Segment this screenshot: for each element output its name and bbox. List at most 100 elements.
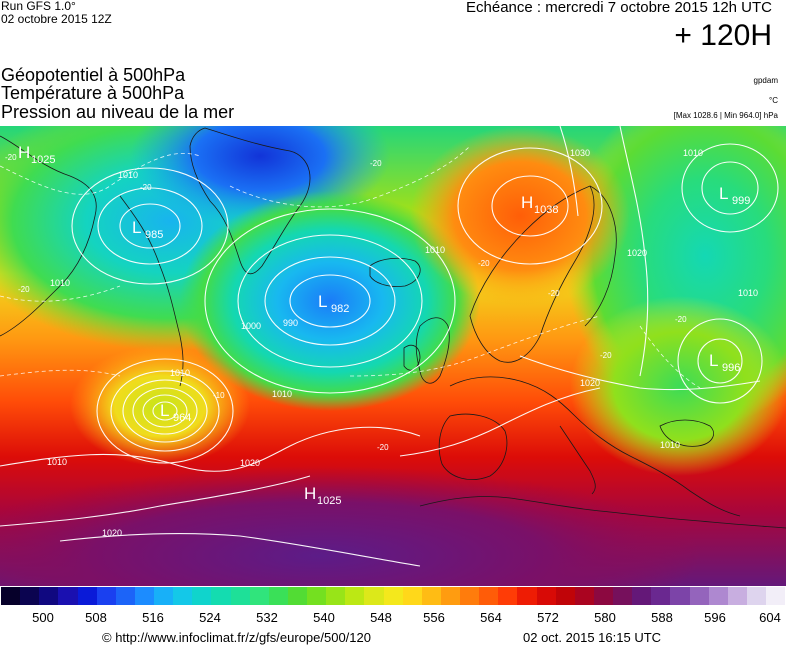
pressure-center-type: L	[318, 292, 327, 311]
color-scale-label: 508	[85, 610, 107, 625]
forecast-valid-time: Echéance : mercredi 7 octobre 2015 12h U…	[466, 0, 772, 16]
generation-date: 02 oct. 2015 16:15 UTC	[523, 630, 662, 645]
color-scale-swatch	[364, 587, 384, 605]
pressure-center-value: 1025	[317, 495, 341, 507]
temperature-label: -20	[675, 315, 687, 324]
field-subtropical	[0, 466, 700, 586]
color-scale-label: 548	[370, 610, 392, 625]
color-scale-swatch	[593, 587, 613, 605]
color-scale-swatch	[536, 587, 556, 605]
color-scale-label: 604	[759, 610, 781, 625]
isobar-label: 1020	[627, 248, 647, 258]
ireland-coast	[403, 344, 421, 371]
isobar-label: 1020	[240, 458, 260, 468]
parameter-temperature: Température à 500hPa	[1, 83, 185, 103]
weather-map: H 1025 L 985 L 982 H 1038 L 999 L 996 L …	[0, 126, 786, 586]
color-scale-swatch	[192, 587, 212, 605]
field-ridge	[410, 126, 630, 306]
color-scale-swatch	[1, 587, 21, 605]
color-scale-swatch	[460, 587, 480, 605]
color-scale-swatch	[230, 587, 250, 605]
greenland-coast	[189, 127, 311, 275]
color-scale-swatch	[421, 587, 441, 605]
field-low-982	[180, 191, 480, 411]
isobar-label: 1010	[47, 457, 67, 467]
pressure-center-type: L	[709, 351, 718, 370]
color-scale-bar	[1, 587, 786, 605]
pressure-center-value: 996	[722, 362, 740, 374]
isobar-label: 990	[283, 318, 298, 328]
color-scale-swatch	[326, 587, 346, 605]
pressure-centers: H 1025 L 985 L 982 H 1038 L 999 L 996 L …	[18, 143, 750, 507]
temperature-label: -20	[18, 285, 30, 294]
isobar-label: 1010	[118, 170, 138, 180]
color-scale-swatch	[670, 587, 690, 605]
color-scale-label: 532	[256, 610, 278, 625]
africa-coast	[419, 496, 786, 529]
color-scale-swatch	[307, 587, 327, 605]
low-center: L 964	[160, 401, 191, 424]
pressure-center-value: 1025	[31, 154, 55, 166]
color-scale-swatch	[115, 587, 135, 605]
parameter-pressure: Pression au niveau de la mer	[1, 102, 235, 122]
color-scale-swatch	[96, 587, 116, 605]
run-title: Run GFS 1.0°	[1, 0, 76, 13]
high-center: H 1038	[521, 193, 558, 216]
labrador-coast	[119, 195, 184, 387]
color-scale-swatch	[517, 587, 537, 605]
pressure-center-type: H	[521, 193, 533, 212]
uk-coast	[415, 317, 450, 384]
color-scale-swatch	[479, 587, 499, 605]
color-scale-swatch	[58, 587, 78, 605]
isobar-label: 1000	[241, 321, 261, 331]
isobar-label: 1030	[570, 148, 590, 158]
temperature-label: -20	[478, 259, 490, 268]
color-scale-swatch	[39, 587, 59, 605]
europe-coast	[449, 376, 741, 517]
color-scale-label: 524	[199, 610, 221, 625]
color-scale-swatch	[154, 587, 174, 605]
color-scale-swatch	[708, 587, 728, 605]
color-scale-swatch	[651, 587, 671, 605]
temperature-label: -20	[5, 153, 17, 162]
color-scale-swatch	[613, 587, 633, 605]
pressure-center-value: 999	[732, 195, 750, 207]
color-scale-label: 572	[537, 610, 559, 625]
color-scale-label: 540	[313, 610, 335, 625]
isotherms	[0, 145, 701, 389]
color-scale-swatch	[249, 587, 269, 605]
temperature-label: -20	[370, 159, 382, 168]
pressure-center-type: H	[304, 484, 316, 503]
isobar-label: 1010	[738, 288, 758, 298]
isobar-label: 1010	[660, 440, 680, 450]
coastlines	[0, 127, 786, 529]
color-scale-swatch	[134, 587, 154, 605]
color-scale-label: 516	[142, 610, 164, 625]
color-scale-label: 588	[651, 610, 673, 625]
temperature-label: -20	[548, 289, 560, 298]
pressure-center-type: L	[132, 218, 141, 237]
isobar-labels: 1010 1010 1000 990 1010 1010 1020 1010 1…	[47, 148, 758, 538]
pressure-center-type: L	[719, 184, 728, 203]
color-scale-label: 564	[480, 610, 502, 625]
color-scale-label: 556	[423, 610, 445, 625]
parameter-geopotential: Géopotentiel à 500hPa	[1, 65, 186, 85]
color-scale-swatch	[498, 587, 518, 605]
color-scale-swatch	[211, 587, 231, 605]
temperature-labels: -20 -20 -20 -20 -10 -20 -20 -20 -20 -20	[5, 153, 687, 452]
temperature-label: -20	[140, 183, 152, 192]
color-scale-swatch	[574, 587, 594, 605]
iceland-coast	[369, 257, 421, 287]
isobar-label: 1020	[102, 528, 122, 538]
high-center: H 1025	[304, 484, 341, 507]
color-scale-swatch	[287, 587, 307, 605]
unit-temperature: °C	[769, 96, 778, 105]
pressure-center-value: 982	[331, 303, 349, 315]
isobars	[0, 126, 779, 567]
color-scale-label: 580	[594, 610, 616, 625]
pressure-center-type: H	[18, 143, 30, 162]
italy-coast	[559, 425, 596, 495]
forecast-lead-time: + 120H	[674, 19, 772, 52]
iberia-coast	[438, 413, 508, 480]
field-east	[570, 296, 786, 476]
